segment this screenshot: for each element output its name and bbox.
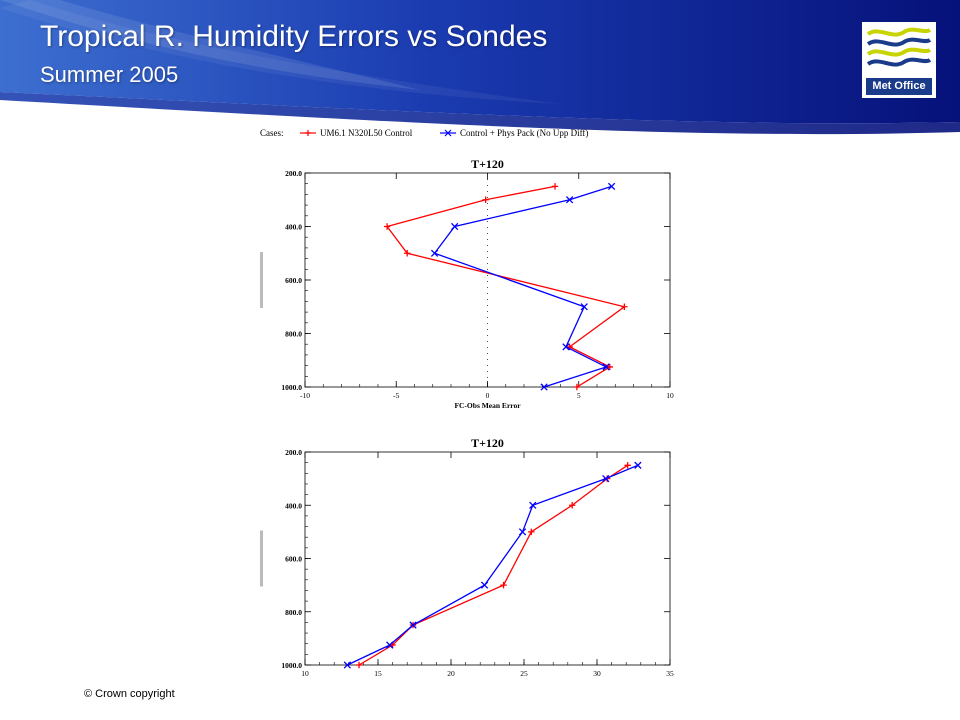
- data-point-0: [404, 250, 411, 257]
- y-axis-label-smudge: [260, 530, 263, 587]
- data-point-1: [343, 661, 351, 669]
- rms-error-chart: T+120 10 15 20 25 30 35 200.0 400.0 600.0 800.0 100…: [260, 436, 674, 688]
- slide-header: Tropical R. Humidity Errors vs Sondes Su…: [0, 0, 960, 140]
- data-point-1: [562, 343, 570, 351]
- x-tick-label: 15: [374, 669, 382, 678]
- legend-label-phys-pack: Control + Phys Pack (No Upp Diff): [460, 128, 588, 138]
- y-tick-label: 1000.0: [281, 661, 302, 670]
- series-line-1: [347, 464, 639, 666]
- data-point-1: [430, 249, 439, 257]
- data-point-0: [568, 502, 576, 509]
- series-line-0: [358, 464, 629, 666]
- y-tick-label: 200.0: [285, 448, 302, 457]
- data-point-0: [482, 196, 489, 203]
- y-tick-label: 200.0: [285, 169, 302, 178]
- data-point-1: [529, 501, 537, 509]
- slide-subtitle: Summer 2005: [40, 62, 179, 87]
- y-tick-label: 600.0: [285, 555, 302, 564]
- plot-frame: [304, 451, 671, 666]
- y-axis-label-smudge: [260, 252, 263, 308]
- mean-error-chart: T+120 -10 -5 0 5 10 200.0 400.0 600.0 800.0 1000.0…: [260, 157, 674, 410]
- y-tick-label: 800.0: [285, 608, 302, 617]
- met-office-logo: Met Office: [862, 22, 936, 98]
- data-point-1: [518, 528, 527, 536]
- data-point-1: [540, 383, 548, 391]
- data-point-0: [528, 528, 535, 536]
- data-point-0: [621, 303, 628, 310]
- legend-marker-control: [305, 130, 311, 136]
- chart-title: T+120: [471, 436, 504, 450]
- x-tick-label: 10: [666, 391, 674, 400]
- data-point-1: [386, 641, 394, 649]
- y-tick-label: 600.0: [285, 276, 302, 285]
- data-point-0: [624, 462, 631, 469]
- legend-marker-phys-pack: [444, 129, 452, 137]
- logo-text: Met Office: [866, 78, 932, 95]
- data-point-1: [565, 196, 574, 204]
- legend-cases-label: Cases:: [260, 128, 284, 138]
- legend: Cases: UM6.1 N320L50 Control Control + P…: [260, 128, 588, 138]
- y-tick-label: 1000.0: [281, 383, 302, 392]
- y-tick-label: 800.0: [285, 330, 302, 339]
- data-point-0: [606, 363, 613, 371]
- data-point-1: [602, 474, 610, 483]
- x-tick-label: -5: [393, 391, 399, 400]
- x-tick-label: 25: [520, 669, 528, 678]
- x-tick-label: 0: [486, 391, 490, 400]
- data-point-1: [450, 222, 459, 231]
- legend-label-control: UM6.1 N320L50 Control: [320, 128, 413, 138]
- plot-frame: [304, 172, 671, 388]
- wave-icon: [866, 27, 932, 67]
- data-point-1: [580, 303, 588, 311]
- data-point-1: [480, 581, 489, 589]
- x-axis-label: FC-Obs Mean Error: [454, 401, 521, 410]
- data-point-0: [383, 223, 391, 230]
- data-point-1: [607, 182, 616, 191]
- data-point-1: [409, 621, 417, 629]
- charts-svg: Cases: UM6.1 N320L50 Control Control + P…: [260, 128, 674, 688]
- data-point-1: [634, 461, 642, 469]
- data-point-0: [573, 383, 581, 391]
- y-tick-label: 400.0: [285, 223, 302, 232]
- header-background: [0, 0, 960, 135]
- data-point-1: [602, 363, 610, 371]
- x-axis-label: FC-Obs RMS Error: [455, 679, 520, 680]
- data-point-0: [355, 661, 363, 669]
- chart-title: T+120: [471, 157, 504, 171]
- slide-title: Tropical R. Humidity Errors vs Sondes: [40, 20, 548, 53]
- x-tick-label: 30: [593, 669, 601, 678]
- copyright-notice: © Crown copyright: [84, 688, 175, 700]
- data-point-0: [500, 581, 507, 589]
- series-line-1: [433, 185, 612, 388]
- x-tick-label: 10: [301, 669, 309, 678]
- x-tick-label: 20: [447, 669, 455, 678]
- x-tick-label: -10: [300, 391, 310, 400]
- x-tick-label: 5: [577, 391, 581, 400]
- data-point-0: [551, 183, 559, 190]
- series-line-0: [386, 185, 626, 388]
- y-tick-label: 400.0: [285, 501, 302, 510]
- plot-area: Cases: UM6.1 N320L50 Control Control + P…: [250, 120, 690, 688]
- x-tick-label: 35: [666, 669, 674, 678]
